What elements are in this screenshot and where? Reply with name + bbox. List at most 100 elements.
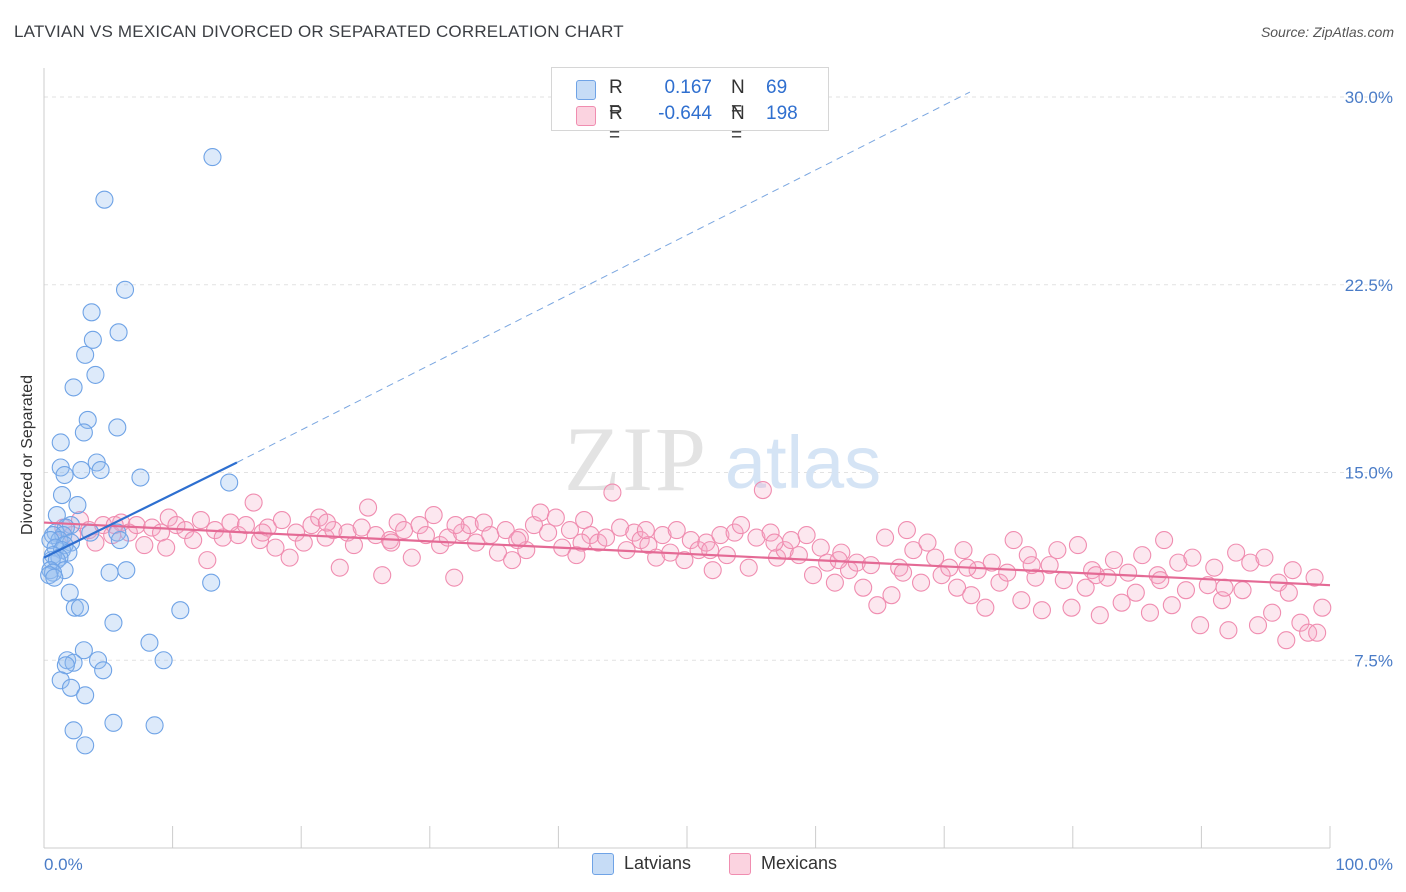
latvians-point (64, 721, 83, 740)
latvians-point (52, 485, 72, 505)
latvians-point (140, 633, 159, 652)
mexicans-point (1162, 596, 1181, 615)
latvians-point (117, 561, 136, 580)
latvians-point (51, 433, 70, 452)
latvians-point (108, 418, 127, 437)
latvians-points (40, 148, 239, 755)
latvians-point (72, 460, 91, 480)
legend-swatch-latvians (576, 80, 596, 100)
latvians-point (56, 656, 75, 675)
mexicans-point (1018, 546, 1037, 565)
mexicans-point (653, 526, 672, 545)
mexicans-point (1313, 598, 1332, 617)
latvians-trend-extension (236, 91, 971, 463)
mexicans-point (572, 533, 591, 552)
latvians-point (45, 568, 64, 587)
mexicans-point (667, 521, 686, 540)
mexicans-point (382, 533, 401, 552)
mexicans-point (1054, 571, 1073, 590)
latvians-point (104, 713, 123, 732)
mexicans-point (1090, 606, 1109, 625)
mexicans-point (962, 586, 981, 605)
mexicans-point (1291, 613, 1310, 632)
legend-n-value: 198 (766, 103, 798, 124)
mexicans-point (675, 551, 694, 570)
mexicans-point (159, 508, 178, 527)
mexicans-point (1062, 598, 1081, 617)
mexicans-point (1169, 553, 1188, 572)
latvians-point (74, 641, 93, 660)
x-tick-label: 0.0% (44, 855, 83, 874)
mexicans-point (825, 573, 844, 592)
mexicans-point (1068, 536, 1087, 555)
mexicans-point (373, 566, 392, 585)
mexicans-point (402, 548, 421, 567)
mexicans-point (789, 546, 808, 565)
mexicans-point (424, 506, 443, 525)
legend-r-label: R = (609, 77, 623, 120)
latvians-point (104, 613, 123, 632)
mexicans-trend-line (43, 521, 1331, 587)
legend-r-value: -0.644 (658, 103, 712, 124)
mexicans-point (811, 538, 830, 557)
mexicans-point (496, 521, 515, 540)
mexicans-point (990, 573, 1009, 592)
mexicans-point (861, 556, 880, 575)
legend-n-label: N = (731, 77, 745, 120)
mexicans-point (539, 523, 558, 542)
legend-n-value: 69 (766, 77, 788, 98)
mexicans-point (904, 541, 923, 560)
mexicans-point (1283, 561, 1302, 580)
mexicans-point (1176, 581, 1196, 600)
mexicans-point (272, 511, 291, 530)
latvians-point (61, 678, 81, 697)
latvians-point (65, 598, 84, 617)
latvians-point (70, 598, 90, 617)
mexicans-point (280, 548, 299, 567)
mexicans-point (1279, 583, 1298, 602)
latvians-point (88, 651, 108, 670)
trend-lines (43, 91, 1331, 587)
latvians-point (91, 460, 110, 480)
latvians-point (64, 378, 83, 397)
y-tick-labels: 7.5% 15.0% 22.5% 30.0% (1345, 88, 1393, 670)
mexicans-point (481, 526, 500, 545)
mexicans-point (198, 551, 217, 570)
mexicans-point (818, 553, 837, 572)
mexicans-point (897, 521, 916, 540)
mexicans-point (213, 528, 232, 547)
axes (43, 68, 1331, 849)
mexicans-point (236, 516, 255, 535)
stats-legend: R = 0.167 N = 69 R = -0.644 N = 198 (551, 67, 829, 146)
mexicans-point (1215, 578, 1234, 597)
mexicans-point (1076, 578, 1095, 597)
mexicans-point (1233, 581, 1252, 600)
mexicans-point (1191, 616, 1210, 635)
mexicans-point (731, 516, 751, 535)
mexicans-point (1148, 566, 1167, 585)
mexicans-point (287, 523, 306, 542)
mexicans-point (184, 531, 203, 550)
mexicans-point (395, 521, 414, 540)
mexicans-point (761, 523, 780, 542)
mexicans-point (1032, 601, 1051, 620)
latvians-point (76, 686, 95, 705)
mexicans-point (1205, 558, 1224, 577)
latvians-point (108, 523, 127, 542)
mexicans-point (739, 558, 758, 577)
mexicans-point (603, 483, 622, 502)
mexicans-point (875, 528, 895, 547)
mexicans-point (352, 518, 371, 537)
mexicans-point (1227, 543, 1246, 562)
mexicans-point (1219, 621, 1238, 640)
latvians-point (76, 345, 95, 364)
mexicans-point (1263, 603, 1282, 622)
latvians-point (95, 190, 114, 209)
mexicans-point (711, 526, 730, 545)
source-label: Source: ZipAtlas.com (1260, 24, 1394, 40)
latvians-point (86, 365, 105, 384)
watermark-atlas: atlas (725, 421, 881, 504)
latvians-point (51, 671, 70, 690)
latvians-point (74, 423, 93, 442)
mexicans-point (998, 563, 1017, 582)
